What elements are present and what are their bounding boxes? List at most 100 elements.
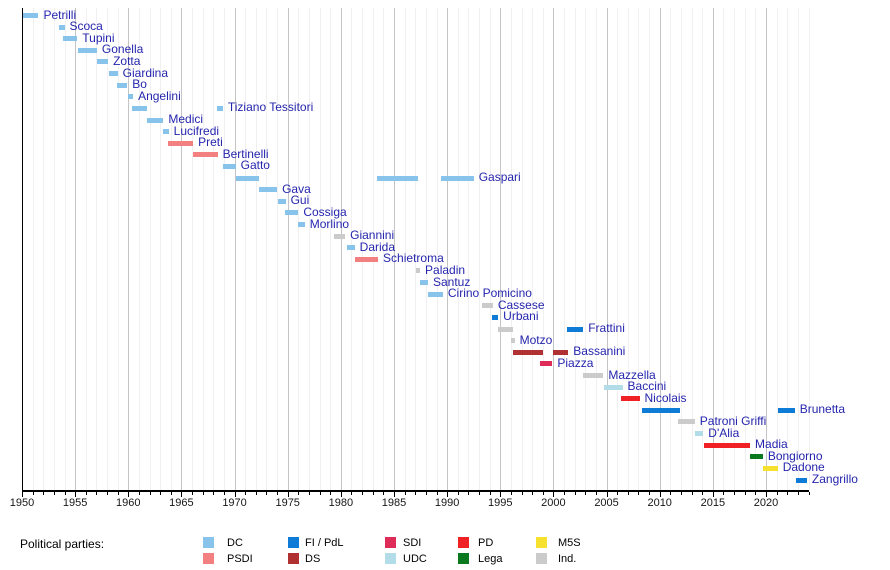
year-gridline-1973 — [266, 8, 268, 490]
term-bar-santuz — [420, 280, 428, 286]
minister-label-giannini[interactable]: Giannini — [350, 228, 395, 243]
minister-label-medici[interactable]: Medici — [168, 112, 204, 127]
year-gridline-1964 — [170, 8, 172, 490]
minister-label-dadone[interactable]: Dadone — [782, 460, 825, 475]
axis-tick-2007 — [627, 491, 629, 495]
tick-label-1970: 1970 — [222, 497, 247, 509]
minister-label-patroni-griffi[interactable]: Patroni Griffi — [699, 413, 767, 428]
minister-label-brunetta[interactable]: Brunetta — [799, 402, 846, 417]
year-gridline-1962 — [149, 8, 151, 490]
minister-label-petrilli[interactable]: Petrilli — [43, 7, 77, 22]
axis-tick-1961 — [138, 491, 140, 495]
minister-label-santuz[interactable]: Santuz — [433, 274, 471, 289]
minister-label-gava[interactable]: Gava — [282, 181, 311, 196]
year-gridline-1980 — [340, 8, 342, 490]
year-gridline-1958 — [107, 8, 109, 490]
legend-title: Political parties: — [20, 537, 105, 551]
axis-tick-2002 — [574, 491, 576, 495]
minister-label-bertinelli[interactable]: Bertinelli — [222, 146, 269, 161]
minister-label-tiziano-tessitori[interactable]: Tiziano Tessitori — [227, 100, 314, 115]
axis-tick-1991 — [457, 491, 459, 495]
axis-tick-2020 — [766, 491, 767, 497]
axis-tick-1951 — [32, 491, 34, 495]
legend-swatch-psdi — [203, 553, 214, 564]
year-gridline-1977 — [308, 8, 310, 490]
minister-label-gonella[interactable]: Gonella — [101, 42, 144, 57]
axis-tick-1979 — [330, 491, 332, 495]
minister-label-giardina[interactable]: Giardina — [122, 65, 169, 80]
year-gridline-1996 — [510, 8, 512, 490]
minister-label-lucifredi[interactable]: Lucifredi — [173, 123, 220, 138]
year-gridline-1979 — [330, 8, 332, 490]
minister-label-preti[interactable]: Preti — [198, 135, 223, 150]
legend-swatch-ds — [288, 553, 299, 564]
axis-tick-1998 — [532, 491, 534, 495]
minister-label-zangrillo[interactable]: Zangrillo — [811, 472, 858, 487]
legend-swatch-sdi — [385, 537, 396, 548]
minister-label-bassanini[interactable]: Bassanini — [573, 344, 626, 359]
year-gridline-1995 — [500, 8, 502, 490]
minister-label-schietroma[interactable]: Schietroma — [383, 251, 444, 266]
tick-label-1975: 1975 — [275, 497, 300, 509]
axis-tick-2019 — [755, 491, 757, 495]
axis-tick-1977 — [308, 491, 310, 495]
minister-label-piazza[interactable]: Piazza — [557, 355, 594, 370]
minister-label-mazzella[interactable]: Mazzella — [608, 367, 656, 382]
minister-label-urbani[interactable]: Urbani — [503, 309, 539, 324]
minister-label-cassese[interactable]: Cassese — [497, 297, 545, 312]
minister-label-darida[interactable]: Darida — [359, 239, 396, 254]
minister-label-motzo[interactable]: Motzo — [519, 332, 553, 347]
axis-tick-1985 — [394, 491, 395, 497]
term-bar-cirino-pomicino — [428, 291, 443, 297]
minister-label-madia[interactable]: Madia — [755, 437, 788, 452]
year-gridline-1969 — [223, 8, 225, 490]
tick-label-2020: 2020 — [753, 497, 779, 509]
tick-label-1955: 1955 — [62, 497, 88, 509]
minister-label-cirino-pomicino[interactable]: Cirino Pomicino — [447, 286, 532, 301]
tick-label-1980: 1980 — [328, 497, 354, 509]
year-gridline-1982 — [362, 8, 364, 490]
term-bar-darida — [347, 245, 355, 251]
year-gridline-2008 — [638, 8, 640, 490]
minister-label-paladin[interactable]: Paladin — [425, 262, 466, 277]
minister-label-baccini[interactable]: Baccini — [627, 379, 667, 394]
minister-label-scoca[interactable]: Scoca — [69, 19, 103, 34]
minister-label-zotta[interactable]: Zotta — [113, 53, 141, 68]
minister-label-nicolais[interactable]: Nicolais — [644, 390, 687, 405]
legend-label-ind: Ind. — [558, 553, 577, 565]
axis-tick-1970 — [234, 491, 236, 497]
year-gridline-1960 — [128, 8, 130, 490]
minister-label-frattini[interactable]: Frattini — [588, 321, 625, 336]
year-gridline-2023 — [797, 8, 799, 490]
term-bar-madia — [704, 442, 751, 448]
minister-label-morlino[interactable]: Morlino — [309, 216, 350, 231]
minister-label-bongiorno[interactable]: Bongiorno — [767, 448, 823, 463]
term-bar-d-alia — [694, 431, 704, 437]
axis-tick-2009 — [649, 491, 651, 495]
tick-label-2000: 2000 — [541, 497, 566, 509]
term-bar-gonella — [77, 47, 97, 53]
axis-tick-1994 — [489, 491, 491, 495]
legend-swatch-pd — [458, 537, 469, 548]
minister-label-gaspari[interactable]: Gaspari — [478, 170, 521, 185]
year-gridline-1953 — [53, 8, 55, 490]
year-gridline-1994 — [489, 8, 491, 490]
axis-tick-1955 — [75, 491, 77, 497]
legend-label-fipdl: FI / PdL — [305, 537, 344, 549]
axis-tick-1973 — [266, 491, 268, 495]
axis-tick-2016 — [723, 491, 725, 495]
minister-label-gatto[interactable]: Gatto — [240, 158, 270, 173]
tick-label-2015: 2015 — [700, 497, 726, 509]
term-bar-bassanini-2 — [553, 349, 569, 355]
tick-label-1960: 1960 — [116, 497, 141, 509]
minister-label-bo[interactable]: Bo — [132, 77, 147, 92]
minister-label-angelini[interactable]: Angelini — [138, 88, 181, 103]
year-gridline-2016 — [723, 8, 725, 490]
minister-label-tupini[interactable]: Tupini — [82, 30, 115, 45]
axis-tick-1987 — [415, 491, 417, 495]
minister-label-cossiga[interactable]: Cossiga — [303, 204, 347, 219]
minister-label-gui[interactable]: Gui — [290, 193, 310, 208]
minister-label-d-alia[interactable]: D'Alia — [708, 425, 740, 440]
year-gridline-1989 — [436, 8, 438, 490]
